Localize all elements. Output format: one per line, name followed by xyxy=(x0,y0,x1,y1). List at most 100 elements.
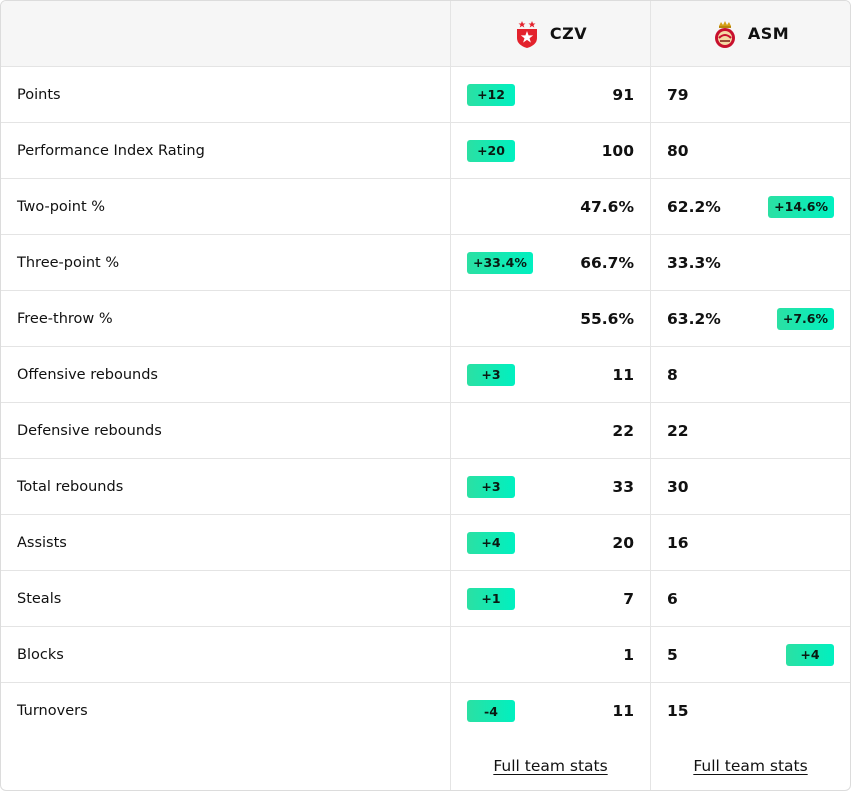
table-row: Steals +1 7 6 xyxy=(1,571,850,627)
home-stat-cell: +4 20 xyxy=(450,515,650,570)
home-stat-cell: +1 7 xyxy=(450,571,650,626)
home-team-code: CZV xyxy=(549,24,588,43)
stat-label: Defensive rebounds xyxy=(17,422,162,439)
stat-label: Three-point % xyxy=(17,254,120,271)
home-stat-cell: +33.4% 66.7% xyxy=(450,235,650,290)
home-stat-value: 20 xyxy=(612,533,634,552)
home-stat-value: 11 xyxy=(612,365,634,384)
home-advantage-badge: -4 xyxy=(467,700,515,722)
away-stat-cell: 30 xyxy=(650,459,850,514)
home-advantage-badge: +12 xyxy=(467,83,515,106)
table-row: Turnovers -4 11 15 xyxy=(1,683,850,739)
stat-label: Turnovers xyxy=(17,703,88,719)
stat-label: Offensive rebounds xyxy=(17,366,158,383)
home-stat-value: 66.7% xyxy=(580,253,634,272)
home-stat-cell: +12 91 xyxy=(450,67,650,122)
home-stat-value: 22 xyxy=(612,421,634,440)
away-stat-cell: 63.2% +7.6% xyxy=(650,291,850,346)
footer-away-cell: Full team stats xyxy=(650,739,850,790)
away-stat-value: 62.2% xyxy=(667,197,721,216)
home-stat-value: 11 xyxy=(612,702,634,720)
away-team: ASM xyxy=(712,19,789,49)
header-label-cell xyxy=(1,1,450,66)
away-stat-cell: 5 +4 xyxy=(650,627,850,682)
home-stat-value: 100 xyxy=(601,141,634,160)
home-stat-value: 55.6% xyxy=(580,309,634,328)
header-away-team: ASM xyxy=(650,1,850,66)
stat-label: Assists xyxy=(17,534,67,551)
table-row: Blocks 1 5 +4 xyxy=(1,627,850,683)
table-row: Defensive rebounds 22 22 xyxy=(1,403,850,459)
stat-label: Steals xyxy=(17,590,62,607)
away-stat-value: 8 xyxy=(667,365,678,384)
away-advantage-badge: +4 xyxy=(786,643,834,666)
footer-label-cell xyxy=(1,739,450,790)
table-row: Performance Index Rating +20 100 80 xyxy=(1,123,850,179)
table-row: Three-point % +33.4% 66.7% 33.3% xyxy=(1,235,850,291)
away-advantage-badge: +7.6% xyxy=(776,307,834,330)
away-stat-cell: 62.2% +14.6% xyxy=(650,179,850,234)
home-advantage-badge: +4 xyxy=(467,531,515,554)
stat-label: Blocks xyxy=(17,646,64,663)
home-advantage-badge: +33.4% xyxy=(467,251,533,274)
home-stat-cell: 22 xyxy=(450,403,650,458)
away-stat-value: 30 xyxy=(667,477,689,496)
home-stat-value: 33 xyxy=(612,477,634,496)
home-stat-cell: 47.6% xyxy=(450,179,650,234)
red-star-shield-icon xyxy=(516,20,537,48)
home-stat-value: 91 xyxy=(612,85,634,104)
home-stat-value: 1 xyxy=(623,645,634,664)
away-full-team-stats-link[interactable]: Full team stats xyxy=(693,756,808,775)
away-stat-value: 63.2% xyxy=(667,309,721,328)
home-stat-cell: 55.6% xyxy=(450,291,650,346)
away-stat-value: 33.3% xyxy=(667,253,721,272)
away-stat-value: 80 xyxy=(667,141,689,160)
away-stat-cell: 8 xyxy=(650,347,850,402)
table-row: Assists +4 20 16 xyxy=(1,515,850,571)
home-advantage-badge: +1 xyxy=(467,587,515,610)
stat-label: Free-throw % xyxy=(17,310,113,327)
away-stat-value: 6 xyxy=(667,589,678,608)
away-stat-cell: 80 xyxy=(650,123,850,178)
away-stat-cell: 79 xyxy=(650,67,850,122)
table-row: Two-point % 47.6% 62.2% +14.6% xyxy=(1,179,850,235)
footer-home-cell: Full team stats xyxy=(450,739,650,790)
home-full-team-stats-link[interactable]: Full team stats xyxy=(493,756,608,775)
home-stat-cell: +3 11 xyxy=(450,347,650,402)
table-header: CZV ASM xyxy=(1,1,850,67)
home-advantage-badge: +20 xyxy=(467,139,515,162)
away-stat-value: 22 xyxy=(667,421,689,440)
home-stat-value: 7 xyxy=(623,589,634,608)
away-stat-cell: 15 xyxy=(650,683,850,739)
home-stat-cell: 1 xyxy=(450,627,650,682)
table-row: Offensive rebounds +3 11 8 xyxy=(1,347,850,403)
monaco-crest-icon xyxy=(714,20,735,48)
home-stat-cell: +3 33 xyxy=(450,459,650,514)
stat-label: Total rebounds xyxy=(17,478,124,495)
table-row: Free-throw % 55.6% 63.2% +7.6% xyxy=(1,291,850,347)
away-stat-cell: 33.3% xyxy=(650,235,850,290)
away-stat-value: 15 xyxy=(667,702,689,720)
away-team-code: ASM xyxy=(747,24,790,43)
home-team: CZV xyxy=(514,19,587,49)
table-footer: Full team stats Full team stats xyxy=(1,739,850,790)
stat-label: Two-point % xyxy=(17,198,106,215)
home-stat-cell: -4 11 xyxy=(450,683,650,739)
home-stat-value: 47.6% xyxy=(580,197,634,216)
home-stat-cell: +20 100 xyxy=(450,123,650,178)
home-advantage-badge: +3 xyxy=(467,475,515,498)
away-stat-cell: 22 xyxy=(650,403,850,458)
away-stat-value: 5 xyxy=(667,645,678,664)
away-stat-value: 79 xyxy=(667,85,689,104)
away-stat-cell: 6 xyxy=(650,571,850,626)
away-advantage-badge: +14.6% xyxy=(768,195,834,218)
header-home-team: CZV xyxy=(450,1,650,66)
stat-label: Points xyxy=(17,86,61,103)
away-stat-cell: 16 xyxy=(650,515,850,570)
away-stat-value: 16 xyxy=(667,533,689,552)
table-row: Total rebounds +3 33 30 xyxy=(1,459,850,515)
table-row: Points +12 91 79 xyxy=(1,67,850,123)
home-advantage-badge: +3 xyxy=(467,363,515,386)
stat-label: Performance Index Rating xyxy=(17,142,205,159)
